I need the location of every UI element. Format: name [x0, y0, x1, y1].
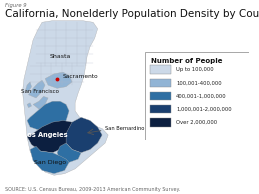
Text: FAMILY: FAMILY — [233, 178, 244, 181]
Polygon shape — [33, 96, 48, 109]
Text: FOUND.: FOUND. — [232, 183, 245, 187]
Text: Shasta: Shasta — [49, 54, 71, 59]
Polygon shape — [28, 80, 45, 98]
Text: San Bernardino: San Bernardino — [105, 126, 145, 131]
FancyBboxPatch shape — [150, 118, 171, 126]
FancyBboxPatch shape — [150, 105, 171, 113]
Polygon shape — [57, 143, 81, 162]
Text: SOURCE: U.S. Census Bureau, 2009-2013 American Community Survey.: SOURCE: U.S. Census Bureau, 2009-2013 Am… — [5, 187, 180, 192]
Polygon shape — [66, 117, 102, 153]
Text: Up to 100,000: Up to 100,000 — [176, 67, 214, 72]
Text: San Diego: San Diego — [33, 160, 66, 165]
Text: Figure 9: Figure 9 — [5, 3, 27, 8]
Polygon shape — [27, 101, 69, 130]
Polygon shape — [27, 103, 32, 108]
Text: California, Nonelderly Population Density by County, 2009-2013: California, Nonelderly Population Densit… — [5, 9, 259, 19]
FancyBboxPatch shape — [145, 52, 249, 140]
FancyBboxPatch shape — [150, 66, 171, 74]
Text: KAISER: KAISER — [232, 172, 244, 176]
Text: 400,001-1,000,000: 400,001-1,000,000 — [176, 94, 227, 99]
Polygon shape — [23, 21, 108, 175]
Polygon shape — [30, 146, 69, 174]
Text: 1,000,001-2,000,000: 1,000,001-2,000,000 — [176, 107, 232, 112]
Text: Over 2,000,000: Over 2,000,000 — [176, 120, 217, 125]
Polygon shape — [45, 72, 72, 88]
Text: Los Angeles: Los Angeles — [23, 132, 67, 138]
FancyBboxPatch shape — [150, 79, 171, 87]
Polygon shape — [27, 120, 75, 153]
Text: 100,001-400,000: 100,001-400,000 — [176, 81, 222, 85]
Text: Number of People: Number of People — [151, 59, 223, 64]
Text: San Francisco: San Francisco — [21, 89, 59, 94]
Text: Sacramento: Sacramento — [63, 74, 99, 79]
FancyBboxPatch shape — [150, 92, 171, 100]
Polygon shape — [26, 82, 32, 92]
